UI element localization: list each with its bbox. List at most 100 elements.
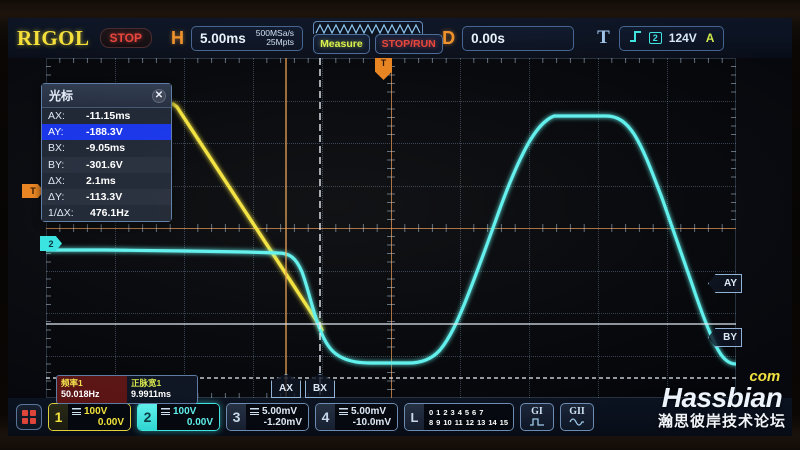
channel-scale-row: 100V bbox=[72, 406, 124, 417]
logic-ch: 0 bbox=[429, 407, 434, 417]
cursor-row-dx[interactable]: ΔX: 2.1ms bbox=[42, 172, 171, 189]
cursor-row-ay[interactable]: AY: -188.3V bbox=[42, 124, 171, 141]
cursor-value: -301.6V bbox=[86, 158, 123, 171]
channel-scale-row: 5.00mV bbox=[250, 406, 302, 417]
channel-button-1[interactable]: 1 100V 0.00V bbox=[48, 403, 131, 431]
generator-label: GII bbox=[569, 405, 585, 417]
delay-letter: D bbox=[442, 27, 456, 48]
generator-1-button[interactable]: GI bbox=[520, 403, 554, 431]
cursor-row-by[interactable]: BY: -301.6V bbox=[42, 156, 171, 173]
channel-button-3[interactable]: 3 5.00mV -1.20mV bbox=[226, 403, 309, 431]
logic-ch: 4 bbox=[457, 407, 462, 417]
trigger-letter: T bbox=[597, 27, 610, 48]
logic-ch: 15 bbox=[499, 417, 508, 427]
channel-scale: 5.00mV bbox=[262, 406, 298, 417]
measurement-results-box[interactable]: 频率1 50.018Hz 正脉宽1 9.9911ms bbox=[56, 375, 198, 404]
grid-apps-icon[interactable] bbox=[16, 404, 42, 430]
measure-button[interactable]: Measure bbox=[313, 34, 370, 54]
logic-ch: 13 bbox=[476, 417, 486, 427]
delay-value: 0.00s bbox=[471, 30, 505, 46]
channel2-ground-marker[interactable]: 2 bbox=[40, 236, 62, 251]
stop-run-button[interactable]: STOP/RUN bbox=[374, 34, 443, 54]
logic-analyzer-button[interactable]: L 0 1 2 3 4 5 6 7 8 9 10 bbox=[404, 403, 514, 431]
square-wave-svg bbox=[530, 417, 544, 426]
logic-ch: 14 bbox=[488, 417, 497, 427]
channel-number: 2 bbox=[138, 404, 157, 430]
rising-edge-svg bbox=[629, 31, 641, 42]
logic-ch: 6 bbox=[472, 407, 477, 417]
channel-offset: -1.20mV bbox=[263, 417, 302, 428]
measurement-label: 频率1 bbox=[61, 378, 83, 388]
apps-dot bbox=[30, 418, 36, 424]
trigger-level-marker[interactable]: T bbox=[22, 184, 44, 198]
toolbar-buttons-row: Measure STOP/RUN bbox=[313, 34, 443, 54]
measurement-value: 50.018Hz bbox=[61, 389, 100, 400]
trigger-settings-group[interactable]: T 2 124V A bbox=[588, 25, 725, 51]
logic-row-bottom: 8 9 10 11 12 13 14 15 bbox=[429, 418, 508, 427]
logic-row-top: 0 1 2 3 4 5 6 7 bbox=[429, 408, 508, 417]
measurement-item-pulse-width[interactable]: 正脉宽1 9.9911ms bbox=[127, 376, 197, 403]
cursor-row-dy[interactable]: ΔY: -113.3V bbox=[42, 188, 171, 206]
measurement-item-frequency[interactable]: 频率1 50.018Hz bbox=[57, 376, 127, 403]
cursor-measurement-dialog[interactable]: 光标 ✕ AX: -11.15ms AY: -188.3V BX: -9.05m… bbox=[41, 83, 172, 223]
cursor-row-invdx[interactable]: 1/ΔX: 476.1Hz bbox=[42, 205, 171, 222]
cursor-key: BY: bbox=[48, 158, 65, 171]
logic-ch: 12 bbox=[465, 417, 474, 427]
cursor-key: ΔX: bbox=[48, 174, 65, 187]
measurement-label: 正脉宽1 bbox=[131, 378, 162, 388]
generator-label: GI bbox=[531, 405, 543, 417]
sine-wave-icon bbox=[569, 417, 585, 428]
logic-letter: L bbox=[405, 404, 424, 430]
cursor-row-ax[interactable]: AX: -11.15ms bbox=[42, 108, 171, 125]
channel-button-4[interactable]: 4 5.00mV -10.0mV bbox=[315, 403, 398, 431]
horizontal-box[interactable]: 5.00ms 500MSa/s 25Mpts bbox=[190, 25, 304, 51]
cursor-value: -113.3V bbox=[86, 190, 123, 203]
channel-number: 3 bbox=[227, 404, 246, 430]
channel-offset: 0.00V bbox=[97, 417, 124, 428]
apps-dot bbox=[30, 410, 36, 416]
logic-ch: 10 bbox=[443, 417, 452, 427]
trigger-mode-value: A bbox=[705, 31, 715, 45]
acquisition-info: 500MSa/s 25Mpts bbox=[256, 29, 294, 46]
delay-settings-group[interactable]: D 0.00s bbox=[435, 25, 575, 51]
delay-box[interactable]: 0.00s bbox=[462, 25, 575, 51]
memory-depth-value: 25Mpts bbox=[266, 37, 295, 47]
generator-2-button[interactable]: GII bbox=[560, 403, 594, 431]
cursor-flag-ay[interactable]: AY bbox=[708, 274, 742, 293]
zigzag-svg bbox=[315, 23, 421, 34]
logic-ch: 9 bbox=[436, 417, 441, 427]
channel-scale-row: 5.00mV bbox=[339, 406, 391, 417]
horizontal-settings-group[interactable]: H 5.00ms 500MSa/s 25Mpts bbox=[164, 25, 304, 51]
channel-body: 5.00mV -1.20mV bbox=[246, 404, 308, 430]
horizontal-letter: H bbox=[170, 27, 184, 48]
cursor-key: ΔY: bbox=[48, 190, 65, 203]
channel-scale: 100V bbox=[173, 406, 197, 417]
rigol-logo: RIGOL bbox=[17, 25, 90, 50]
cursor-value: -9.05ms bbox=[86, 142, 126, 155]
channel-button-2[interactable]: 2 100V 0.00V bbox=[137, 403, 220, 431]
cursor-key: AX: bbox=[48, 110, 65, 122]
sample-rate-value: 500MSa/s bbox=[255, 28, 295, 39]
cursor-value: 476.1Hz bbox=[90, 207, 130, 220]
channel-body: 100V 0.00V bbox=[157, 404, 219, 430]
top-toolbar: RIGOL STOP H 5.00ms 500MSa/s 25Mpts bbox=[8, 18, 792, 58]
channel-offset: -10.0mV bbox=[352, 417, 391, 428]
trigger-level-value: 124V bbox=[668, 31, 697, 45]
trigger-position-marker[interactable]: T bbox=[375, 58, 392, 80]
logic-ch: 2 bbox=[443, 407, 448, 417]
bottom-channel-bar: 1 100V 0.00V 2 100V 0.00V bbox=[8, 398, 792, 436]
logic-ch: 11 bbox=[454, 417, 463, 427]
apps-dot bbox=[22, 410, 28, 416]
rising-edge-icon bbox=[629, 30, 642, 46]
cursor-flag-by[interactable]: BY bbox=[708, 328, 742, 347]
cursor-dialog-titlebar[interactable]: 光标 ✕ bbox=[42, 84, 171, 108]
trigger-box[interactable]: 2 124V A bbox=[618, 25, 725, 51]
measure-stoprun-group: Measure STOP/RUN bbox=[313, 21, 443, 55]
cursor-value: -188.3V bbox=[86, 126, 123, 139]
logic-ch: 1 bbox=[436, 407, 441, 417]
close-icon[interactable]: ✕ bbox=[152, 88, 166, 103]
run-status-badge[interactable]: STOP bbox=[99, 28, 152, 48]
cursor-row-bx[interactable]: BX: -9.05ms bbox=[42, 140, 171, 157]
apps-dot bbox=[22, 418, 28, 424]
